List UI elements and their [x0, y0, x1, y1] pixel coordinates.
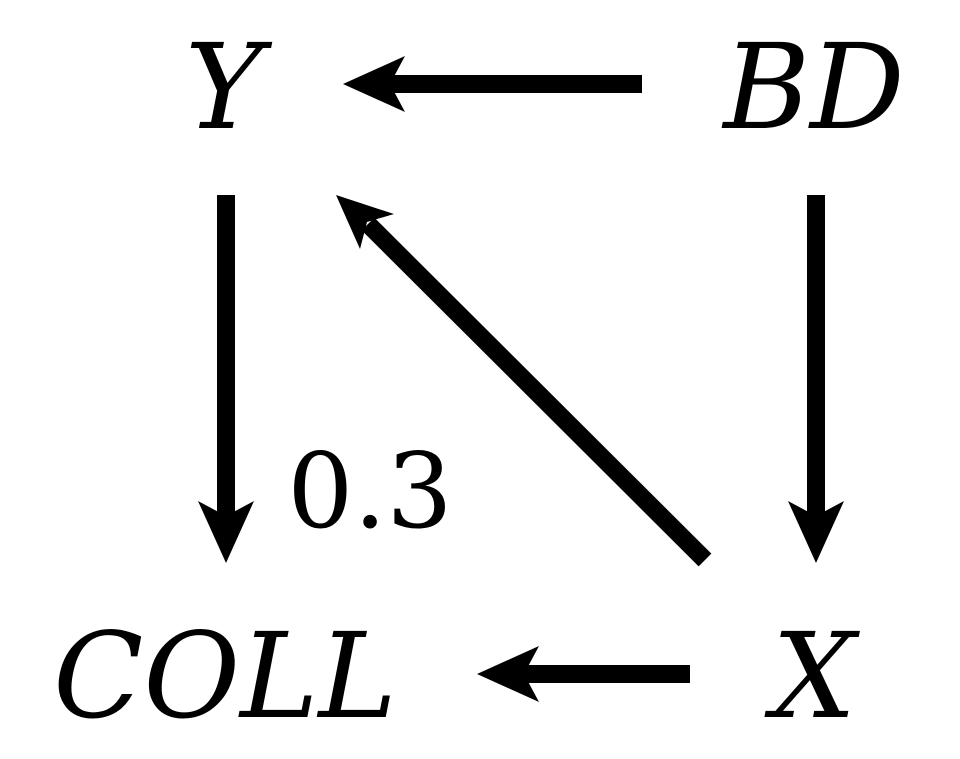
edge-x-to-y-arrowhead	[336, 195, 394, 249]
node-coll: COLL	[53, 607, 397, 745]
edge-y-to-coll	[198, 195, 254, 563]
edge-y-to-coll-label: 0.3	[287, 430, 452, 552]
edge-y-to-coll-arrowhead	[198, 501, 254, 563]
edge-bd-to-x	[788, 195, 844, 563]
edge-bd-to-y	[343, 56, 642, 112]
edge-bd-to-x-arrowhead	[788, 501, 844, 563]
edge-bd-to-y-arrowhead	[343, 56, 405, 112]
node-bd: BD	[721, 18, 904, 156]
edge-x-to-coll-arrowhead	[477, 646, 539, 702]
edge-x-to-y	[336, 195, 712, 567]
edge-x-to-coll	[477, 646, 690, 702]
node-x: X	[764, 607, 860, 745]
edge-x-to-y-line	[361, 217, 712, 567]
node-y: Y	[185, 18, 273, 156]
